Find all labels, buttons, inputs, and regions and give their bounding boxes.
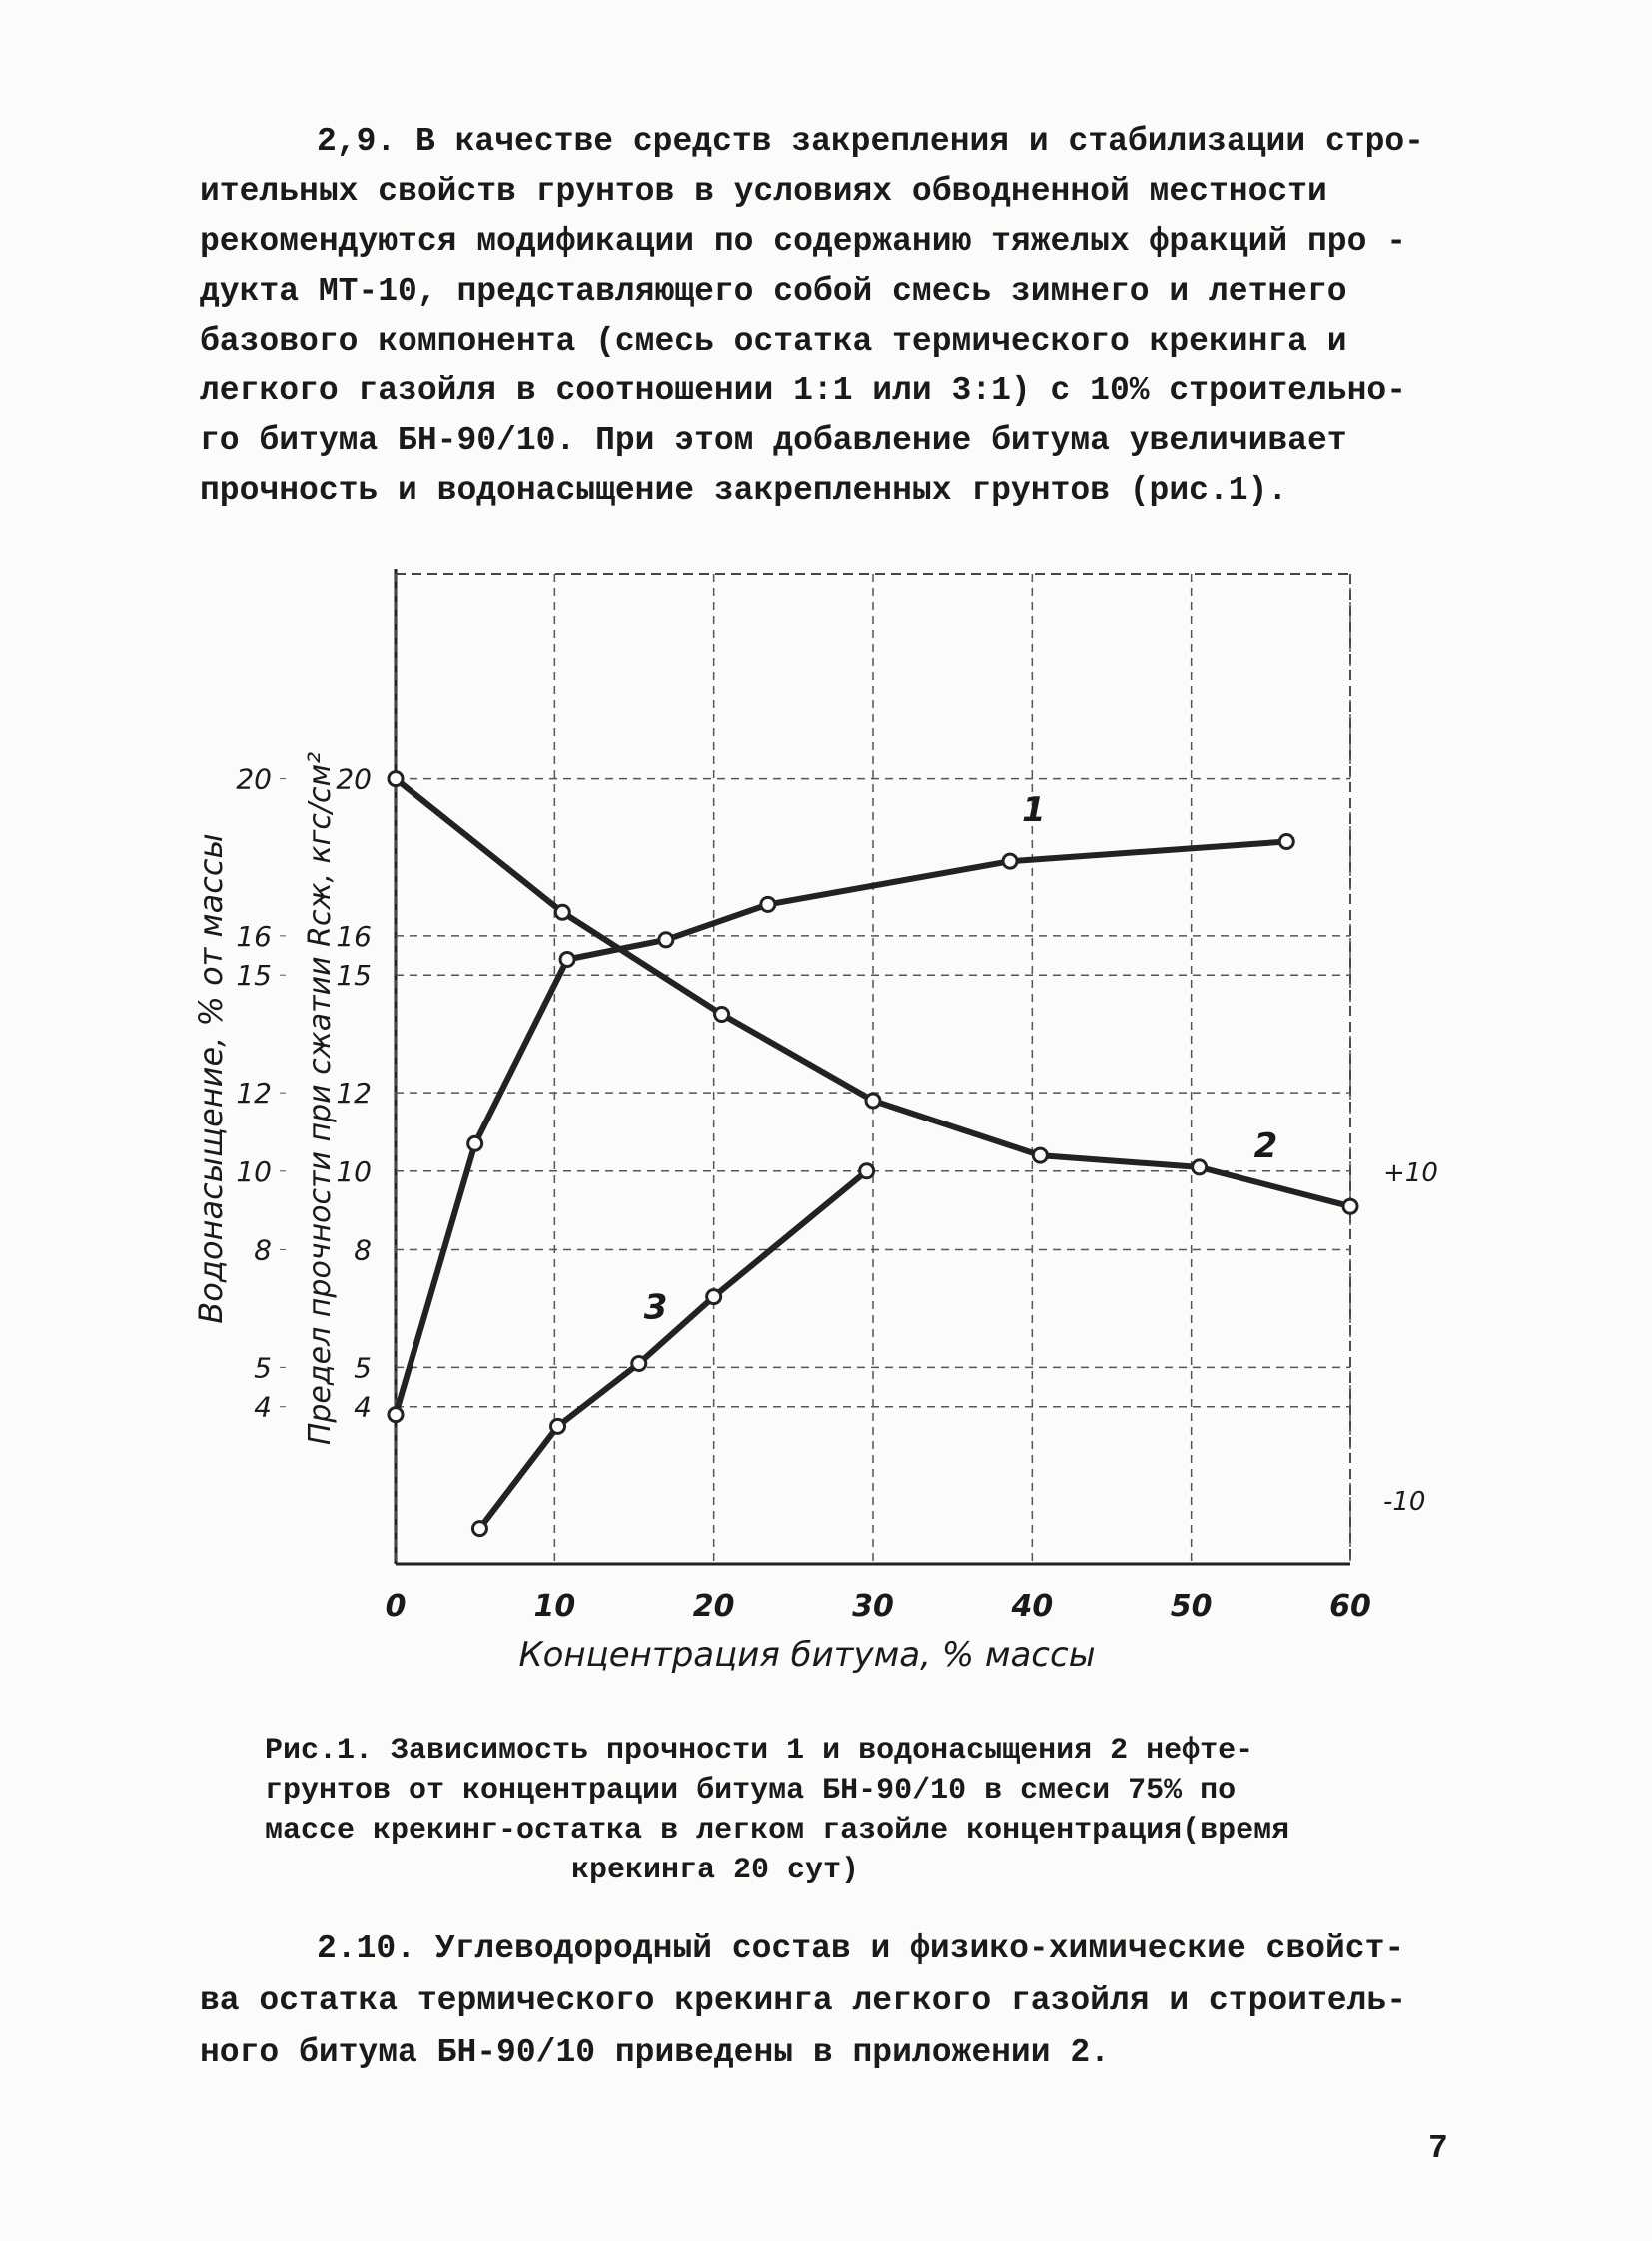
paragraph-line: базового компонента (смесь остатка терми…	[200, 323, 1347, 360]
x-tick-label: 10	[533, 1589, 575, 1624]
y2-tick-label: 10	[236, 1155, 272, 1188]
side-label: +10	[1383, 1158, 1438, 1188]
data-point	[705, 1288, 723, 1306]
series-label: 2	[1254, 1126, 1278, 1166]
series-label: 1	[1022, 790, 1046, 830]
y2-axis-title: Водонасыщение, % от массы	[192, 833, 230, 1323]
data-point	[470, 1520, 488, 1538]
side-label: -10	[1383, 1487, 1425, 1517]
x-axis-title: Концентрация битума, % массы	[518, 1635, 1095, 1675]
y2-tick-label: 15	[236, 959, 272, 992]
data-point	[657, 931, 675, 949]
series-line	[477, 1168, 869, 1531]
y2-tick-label: 12	[236, 1077, 272, 1110]
y2-tick-label: 8	[254, 1233, 272, 1266]
caption-line: грунтов от концентрации битума БН-90/10 …	[265, 1774, 1236, 1808]
paragraph-line: легкого газойля в соотношении 1:1 или 3:…	[200, 373, 1406, 409]
paragraph-line: 2,9. В качестве средств закрепления и ст…	[317, 123, 1424, 160]
x-tick-label: 50	[1171, 1589, 1213, 1624]
y-tick-label: 15	[336, 959, 372, 992]
y-tick-label: 16	[336, 920, 372, 953]
paragraph-line: го битума БН-90/10. При этом добавление …	[200, 422, 1347, 459]
y2-tick-label: 16	[236, 920, 272, 953]
y-tick-label: 5	[354, 1351, 372, 1384]
data-point	[1191, 1158, 1209, 1176]
data-point	[713, 1006, 731, 1024]
x-tick-label: 0	[386, 1589, 407, 1624]
data-point	[1001, 852, 1019, 870]
data-point	[558, 950, 576, 968]
caption-line: Рис.1. Зависимость прочности 1 и водонас…	[265, 1734, 1253, 1768]
data-point	[864, 1092, 882, 1110]
data-point	[549, 1417, 567, 1435]
paragraph-line: ва остатка термического крекинга легкого…	[200, 1982, 1406, 2019]
data-point	[1341, 1197, 1359, 1215]
paragraph-line: 2.10. Углеводородный состав и физико-хим…	[317, 1930, 1404, 1967]
paragraph-line: дукта МТ-10, представляющего собой смесь…	[200, 273, 1347, 310]
data-point	[630, 1354, 648, 1372]
paragraph-line: ительных свойств грунтов в условиях обво…	[200, 173, 1327, 210]
data-point	[466, 1134, 484, 1152]
paragraph-line: рекомендуются модификации по содержанию …	[200, 223, 1406, 260]
series-label: 3	[644, 1287, 668, 1327]
data-point	[387, 1406, 405, 1424]
data-point	[759, 895, 777, 913]
data-point	[387, 770, 405, 788]
y-tick-label: 12	[336, 1077, 372, 1110]
y-tick-label: 20	[336, 763, 372, 796]
paragraph-line: прочность и водонасыщение закрепленных г…	[200, 472, 1287, 509]
y2-tick-label: 4	[254, 1391, 272, 1424]
caption-line: крекинга 20 сут)	[571, 1854, 859, 1887]
data-point	[1277, 833, 1295, 851]
paragraph-line: ного битума БН-90/10 приведены в приложе…	[200, 2034, 1110, 2071]
caption-line: массе крекинг-остатка в легком газойле к…	[265, 1814, 1289, 1848]
y2-tick-label: 20	[236, 763, 272, 796]
y-tick-label: 4	[354, 1391, 372, 1424]
series-line	[393, 838, 1287, 1416]
x-tick-label: 30	[852, 1589, 894, 1624]
y2-tick-label: 5	[254, 1351, 272, 1384]
x-tick-label: 20	[693, 1589, 735, 1624]
y-tick-label: 8	[354, 1233, 372, 1266]
page-number: 7	[1428, 2130, 1448, 2167]
data-point	[1031, 1146, 1049, 1164]
data-point	[858, 1162, 876, 1180]
x-tick-label: 60	[1329, 1589, 1371, 1624]
y-axis-title: Предел прочности при сжатии Rсж, кгс/см²	[303, 752, 338, 1445]
y-tick-label: 10	[336, 1155, 372, 1188]
data-point	[553, 903, 571, 921]
x-tick-label: 40	[1010, 1589, 1053, 1624]
